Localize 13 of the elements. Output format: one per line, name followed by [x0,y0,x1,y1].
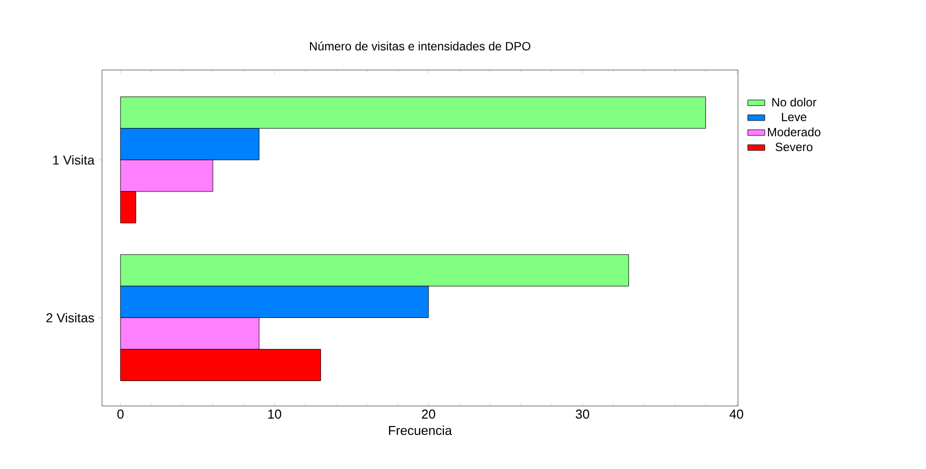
x-tick-label: 20 [422,410,436,419]
legend-label: Leve [782,112,806,122]
legend-label: No dolor [772,98,816,106]
x-tick-label: 40 [730,410,744,419]
y-tick-label: 2 Visitas [46,312,94,322]
legend-label: Severo [776,142,812,152]
chart-title: Número de visitas e intensidades de DPO [310,42,530,50]
x-tick-label: 10 [268,410,282,419]
y-tick-label: 1 Visita [53,155,94,165]
x-tick-label: 30 [576,410,590,419]
x-tick-label: 0 [117,410,124,419]
x-axis-title: Frecuencia [389,426,452,436]
legend-label: Moderado [768,128,820,136]
